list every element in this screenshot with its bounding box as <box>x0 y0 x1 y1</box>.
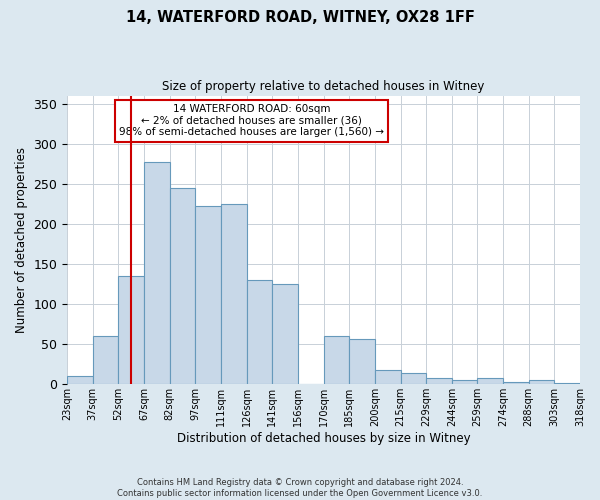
Bar <box>478 378 503 384</box>
Bar <box>503 382 529 384</box>
Title: Size of property relative to detached houses in Witney: Size of property relative to detached ho… <box>163 80 485 93</box>
Y-axis label: Number of detached properties: Number of detached properties <box>15 147 28 333</box>
Bar <box>529 380 554 384</box>
Bar <box>554 382 580 384</box>
Bar <box>93 336 118 384</box>
Bar <box>247 280 272 384</box>
Bar <box>349 338 375 384</box>
Bar <box>452 380 478 384</box>
Bar <box>144 162 170 384</box>
Text: 14 WATERFORD ROAD: 60sqm
← 2% of detached houses are smaller (36)
98% of semi-de: 14 WATERFORD ROAD: 60sqm ← 2% of detache… <box>119 104 384 138</box>
Bar <box>67 376 93 384</box>
Bar <box>221 204 247 384</box>
X-axis label: Distribution of detached houses by size in Witney: Distribution of detached houses by size … <box>177 432 470 445</box>
Bar <box>196 206 221 384</box>
Bar <box>323 336 349 384</box>
Bar <box>118 276 144 384</box>
Bar <box>375 370 401 384</box>
Bar <box>401 373 426 384</box>
Bar <box>170 188 196 384</box>
Text: 14, WATERFORD ROAD, WITNEY, OX28 1FF: 14, WATERFORD ROAD, WITNEY, OX28 1FF <box>125 10 475 25</box>
Text: Contains HM Land Registry data © Crown copyright and database right 2024.
Contai: Contains HM Land Registry data © Crown c… <box>118 478 482 498</box>
Bar <box>426 378 452 384</box>
Bar <box>272 284 298 384</box>
